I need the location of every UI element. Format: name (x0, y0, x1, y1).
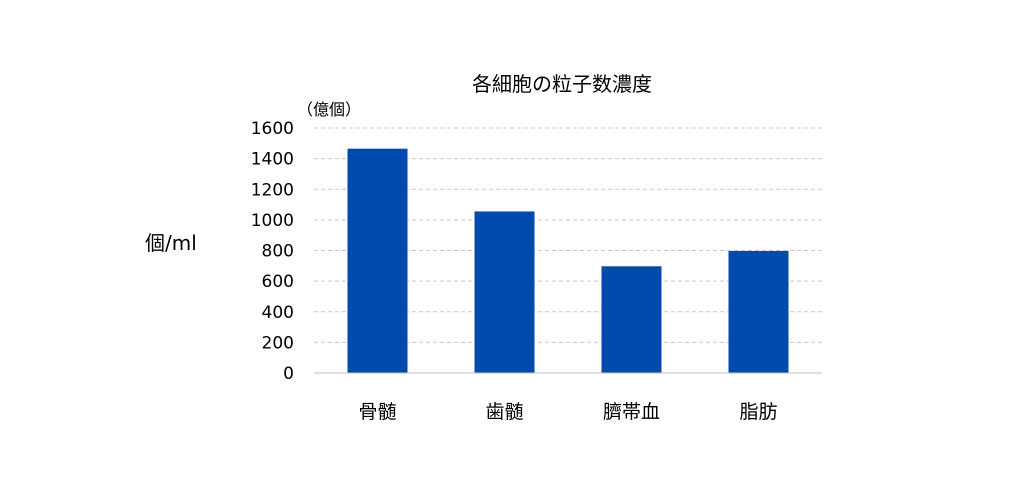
bars (347, 148, 789, 373)
chart-title: 各細胞の粒子数濃度 (472, 72, 652, 96)
x-category-label: 骨髄 (358, 401, 396, 423)
y-tick-label: 1400 (251, 150, 294, 170)
y-tick-label: 600 (262, 272, 294, 292)
y-tick-label: 0 (283, 364, 294, 384)
y-unit-label: （億個） (297, 100, 361, 119)
y-tick-label: 200 (262, 333, 294, 353)
bar (347, 148, 408, 373)
x-category-label: 脂肪 (739, 401, 777, 423)
y-tick-label: 800 (262, 242, 294, 262)
y-tick-labels: 0 200 400 600 800 1000 1200 1400 1600 (251, 119, 294, 384)
y-tick-label: 1000 (251, 211, 294, 231)
category-labels: 骨髄 歯髄 臍帯血 脂肪 (358, 401, 777, 423)
y-tick-label: 400 (262, 303, 294, 323)
y-axis-label: 個/ml (145, 231, 197, 255)
x-category-label: 歯髄 (485, 401, 523, 423)
bar (728, 250, 789, 373)
bar (601, 266, 662, 373)
y-tick-label: 1600 (251, 119, 294, 139)
x-category-label: 臍帯血 (603, 401, 660, 423)
bar (474, 211, 535, 373)
y-tick-label: 1200 (251, 180, 294, 200)
